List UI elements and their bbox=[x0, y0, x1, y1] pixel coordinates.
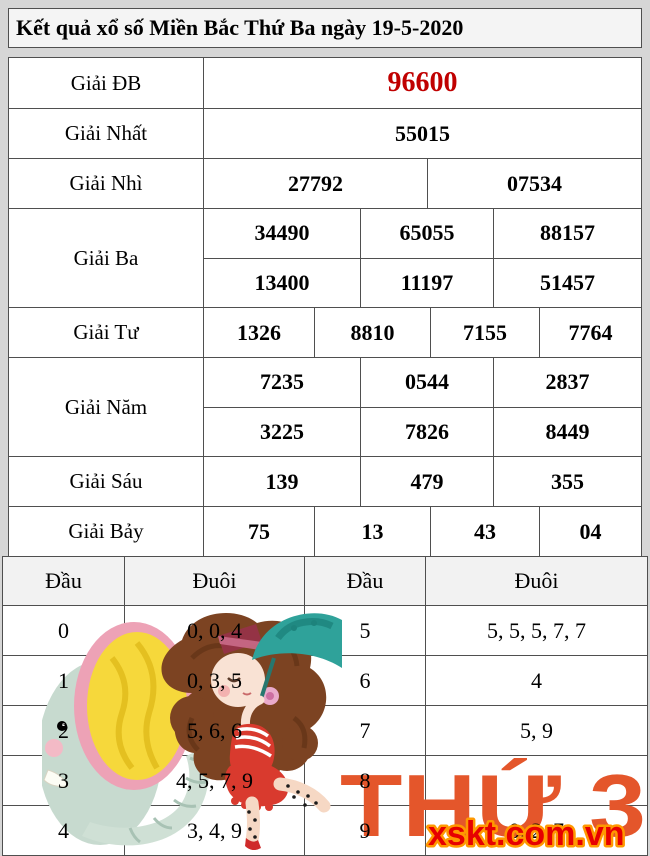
table-row: 4 3, 4, 9 9 0, 2, 7 bbox=[3, 806, 647, 855]
tail-cell: 4 bbox=[531, 667, 542, 693]
prize-value-cell: 43 bbox=[431, 507, 540, 556]
prize-label: Giải Nhì bbox=[9, 159, 204, 208]
prize-value-cell: 13400 bbox=[204, 258, 361, 307]
head-cell: 5 bbox=[305, 606, 426, 655]
prize-value-cell: 355 bbox=[551, 468, 584, 494]
prize-row-sau: Giải Sáu 139 479 355 bbox=[9, 457, 641, 507]
prize-value-cell: 13 bbox=[315, 507, 431, 556]
page-title-text: Kết quả xổ số Miền Bắc Thứ Ba ngày 19-5-… bbox=[16, 15, 464, 40]
head-cell: 3 bbox=[3, 756, 125, 805]
head-cell: 7 bbox=[305, 706, 426, 755]
tail-cell bbox=[426, 756, 647, 805]
table-row: 1 0, 3, 5 6 4 bbox=[3, 656, 647, 706]
prize-value-cell: 139 bbox=[204, 457, 361, 506]
prize-value-cell: 88157 bbox=[540, 220, 595, 246]
prize-value-cell: 1326 bbox=[204, 308, 315, 357]
prize-label: Giải Nhất bbox=[9, 109, 204, 158]
prize-value-cell: 2837 bbox=[545, 369, 590, 395]
tail-cell: 0, 0, 4 bbox=[125, 606, 305, 655]
prize-label: Giải Tư bbox=[9, 308, 204, 357]
head-cell: 8 bbox=[305, 756, 426, 805]
head-cell: 6 bbox=[305, 656, 426, 705]
prize-value-cell: 65055 bbox=[361, 209, 494, 258]
prize-value-cell: 7826 bbox=[361, 407, 494, 456]
prize-label: Giải Bảy bbox=[9, 507, 204, 556]
prize-label: Giải Sáu bbox=[9, 457, 204, 506]
prize-value-cell: 8449 bbox=[545, 418, 590, 444]
table-row: 3 4, 5, 7, 9 8 bbox=[3, 756, 647, 806]
head-cell: 0 bbox=[3, 606, 125, 655]
tail-cell: 5, 5, 5, 7, 7 bbox=[487, 617, 586, 643]
prize-value-cell: 75 bbox=[204, 507, 315, 556]
prize-label: Giải ĐB bbox=[9, 58, 204, 108]
prize-value-cell: 8810 bbox=[315, 308, 431, 357]
prize-value-cell: 04 bbox=[579, 518, 602, 544]
head-cell: 9 bbox=[305, 806, 426, 855]
column-header: Đuôi bbox=[514, 568, 559, 593]
prize-row-nhi: Giải Nhì 27792 07534 bbox=[9, 159, 641, 209]
prize-value-cell: 7764 bbox=[568, 319, 613, 345]
table-row: 2 5, 6, 6 7 5, 9 bbox=[3, 706, 647, 756]
tail-cell: 3, 4, 9 bbox=[125, 806, 305, 855]
prize-row-ba: Giải Ba 34490 65055 88157 13400 11197 51… bbox=[9, 209, 641, 308]
column-header: Đầu bbox=[305, 557, 426, 605]
table-row: 0 0, 0, 4 5 5, 5, 5, 7, 7 bbox=[3, 606, 647, 656]
prize-value-cell: 07534 bbox=[507, 170, 562, 196]
prize-value-cell: 96600 bbox=[387, 67, 458, 98]
prize-value-cell: 0544 bbox=[361, 358, 494, 407]
prize-value-cell: 3225 bbox=[204, 407, 361, 456]
prize-table: Giải ĐB 96600 Giải Nhất 55015 Giải Nhì 2… bbox=[8, 57, 642, 557]
prize-value-cell: 27792 bbox=[204, 159, 428, 208]
prize-value-cell: 11197 bbox=[361, 258, 494, 307]
tail-cell: 0, 3, 5 bbox=[125, 656, 305, 705]
prize-row-nhat: Giải Nhất 55015 bbox=[9, 109, 641, 159]
prize-value-cell: 479 bbox=[361, 457, 494, 506]
head-cell: 4 bbox=[3, 806, 125, 855]
tail-cell: 0, 2, 7 bbox=[509, 817, 564, 843]
prize-value-cell: 55015 bbox=[395, 120, 450, 146]
prize-label: Giải Ba bbox=[9, 209, 204, 307]
column-header: Đầu bbox=[3, 557, 125, 605]
prize-row-db: Giải ĐB 96600 bbox=[9, 58, 641, 109]
head-tail-header-row: Đầu Đuôi Đầu Đuôi bbox=[3, 557, 647, 606]
prize-value-cell: 51457 bbox=[540, 269, 595, 295]
column-header: Đuôi bbox=[125, 557, 305, 605]
tail-cell: 5, 6, 6 bbox=[125, 706, 305, 755]
prize-row-tu: Giải Tư 1326 8810 7155 7764 bbox=[9, 308, 641, 358]
prize-value-cell: 7235 bbox=[204, 358, 361, 407]
head-cell: 2 bbox=[3, 706, 125, 755]
head-tail-table: Đầu Đuôi Đầu Đuôi 0 0, 0, 4 5 5, 5, 5, 7… bbox=[2, 556, 648, 856]
page-title: Kết quả xổ số Miền Bắc Thứ Ba ngày 19-5-… bbox=[8, 8, 642, 48]
prize-value-cell: 34490 bbox=[204, 209, 361, 258]
prize-row-nam: Giải Năm 7235 0544 2837 3225 7826 8449 bbox=[9, 358, 641, 457]
head-cell: 1 bbox=[3, 656, 125, 705]
prize-label: Giải Năm bbox=[9, 358, 204, 456]
prize-value-cell: 7155 bbox=[431, 308, 540, 357]
tail-cell: 4, 5, 7, 9 bbox=[125, 756, 305, 805]
tail-cell: 5, 9 bbox=[520, 717, 553, 743]
prize-row-bay: Giải Bảy 75 13 43 04 bbox=[9, 507, 641, 556]
